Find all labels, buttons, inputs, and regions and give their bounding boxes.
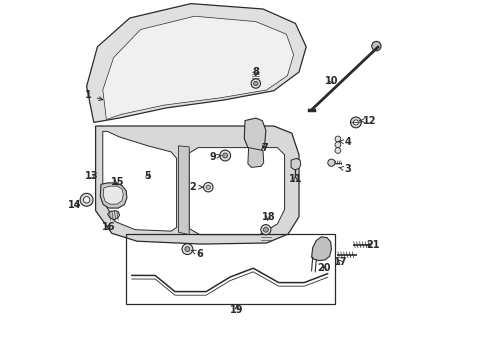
Polygon shape: [291, 158, 301, 170]
Circle shape: [251, 79, 261, 88]
Circle shape: [254, 81, 258, 86]
Circle shape: [261, 225, 271, 235]
Circle shape: [350, 117, 361, 128]
Text: 13: 13: [85, 171, 99, 181]
Text: 7: 7: [262, 143, 268, 153]
Polygon shape: [103, 186, 123, 204]
Circle shape: [372, 41, 381, 51]
Text: 8: 8: [252, 67, 259, 77]
Text: 6: 6: [191, 249, 203, 259]
Text: 11: 11: [289, 174, 302, 184]
Circle shape: [220, 150, 231, 161]
Text: 16: 16: [101, 222, 115, 232]
Text: 9: 9: [209, 152, 221, 162]
Text: 2: 2: [190, 182, 202, 192]
Text: 4: 4: [339, 137, 351, 147]
Polygon shape: [178, 146, 189, 235]
Circle shape: [335, 148, 341, 153]
Polygon shape: [312, 237, 331, 261]
Circle shape: [185, 247, 190, 252]
Text: 14: 14: [68, 200, 82, 210]
Text: 10: 10: [325, 76, 338, 86]
Circle shape: [335, 136, 341, 142]
Text: 12: 12: [360, 116, 376, 126]
Circle shape: [80, 193, 93, 206]
Circle shape: [328, 159, 335, 166]
Text: 21: 21: [366, 240, 380, 250]
Polygon shape: [189, 148, 285, 235]
Text: 15: 15: [110, 177, 124, 187]
Text: 18: 18: [262, 212, 275, 222]
Circle shape: [222, 153, 228, 158]
Circle shape: [182, 244, 193, 255]
Bar: [126, 234, 335, 304]
Text: 19: 19: [230, 305, 244, 315]
Polygon shape: [100, 183, 127, 208]
Polygon shape: [107, 211, 120, 220]
Text: 5: 5: [145, 171, 151, 181]
Polygon shape: [245, 118, 266, 152]
Circle shape: [353, 120, 358, 125]
Text: 20: 20: [318, 263, 331, 273]
Circle shape: [335, 142, 341, 148]
Text: 1: 1: [85, 90, 103, 100]
Text: 17: 17: [334, 257, 347, 267]
Text: 3: 3: [339, 164, 351, 174]
Circle shape: [204, 183, 213, 192]
Circle shape: [206, 185, 210, 189]
Polygon shape: [103, 131, 176, 231]
Polygon shape: [248, 148, 264, 167]
Polygon shape: [87, 4, 306, 122]
Polygon shape: [96, 126, 299, 244]
Polygon shape: [103, 16, 294, 120]
Circle shape: [263, 227, 269, 232]
Circle shape: [83, 197, 90, 203]
